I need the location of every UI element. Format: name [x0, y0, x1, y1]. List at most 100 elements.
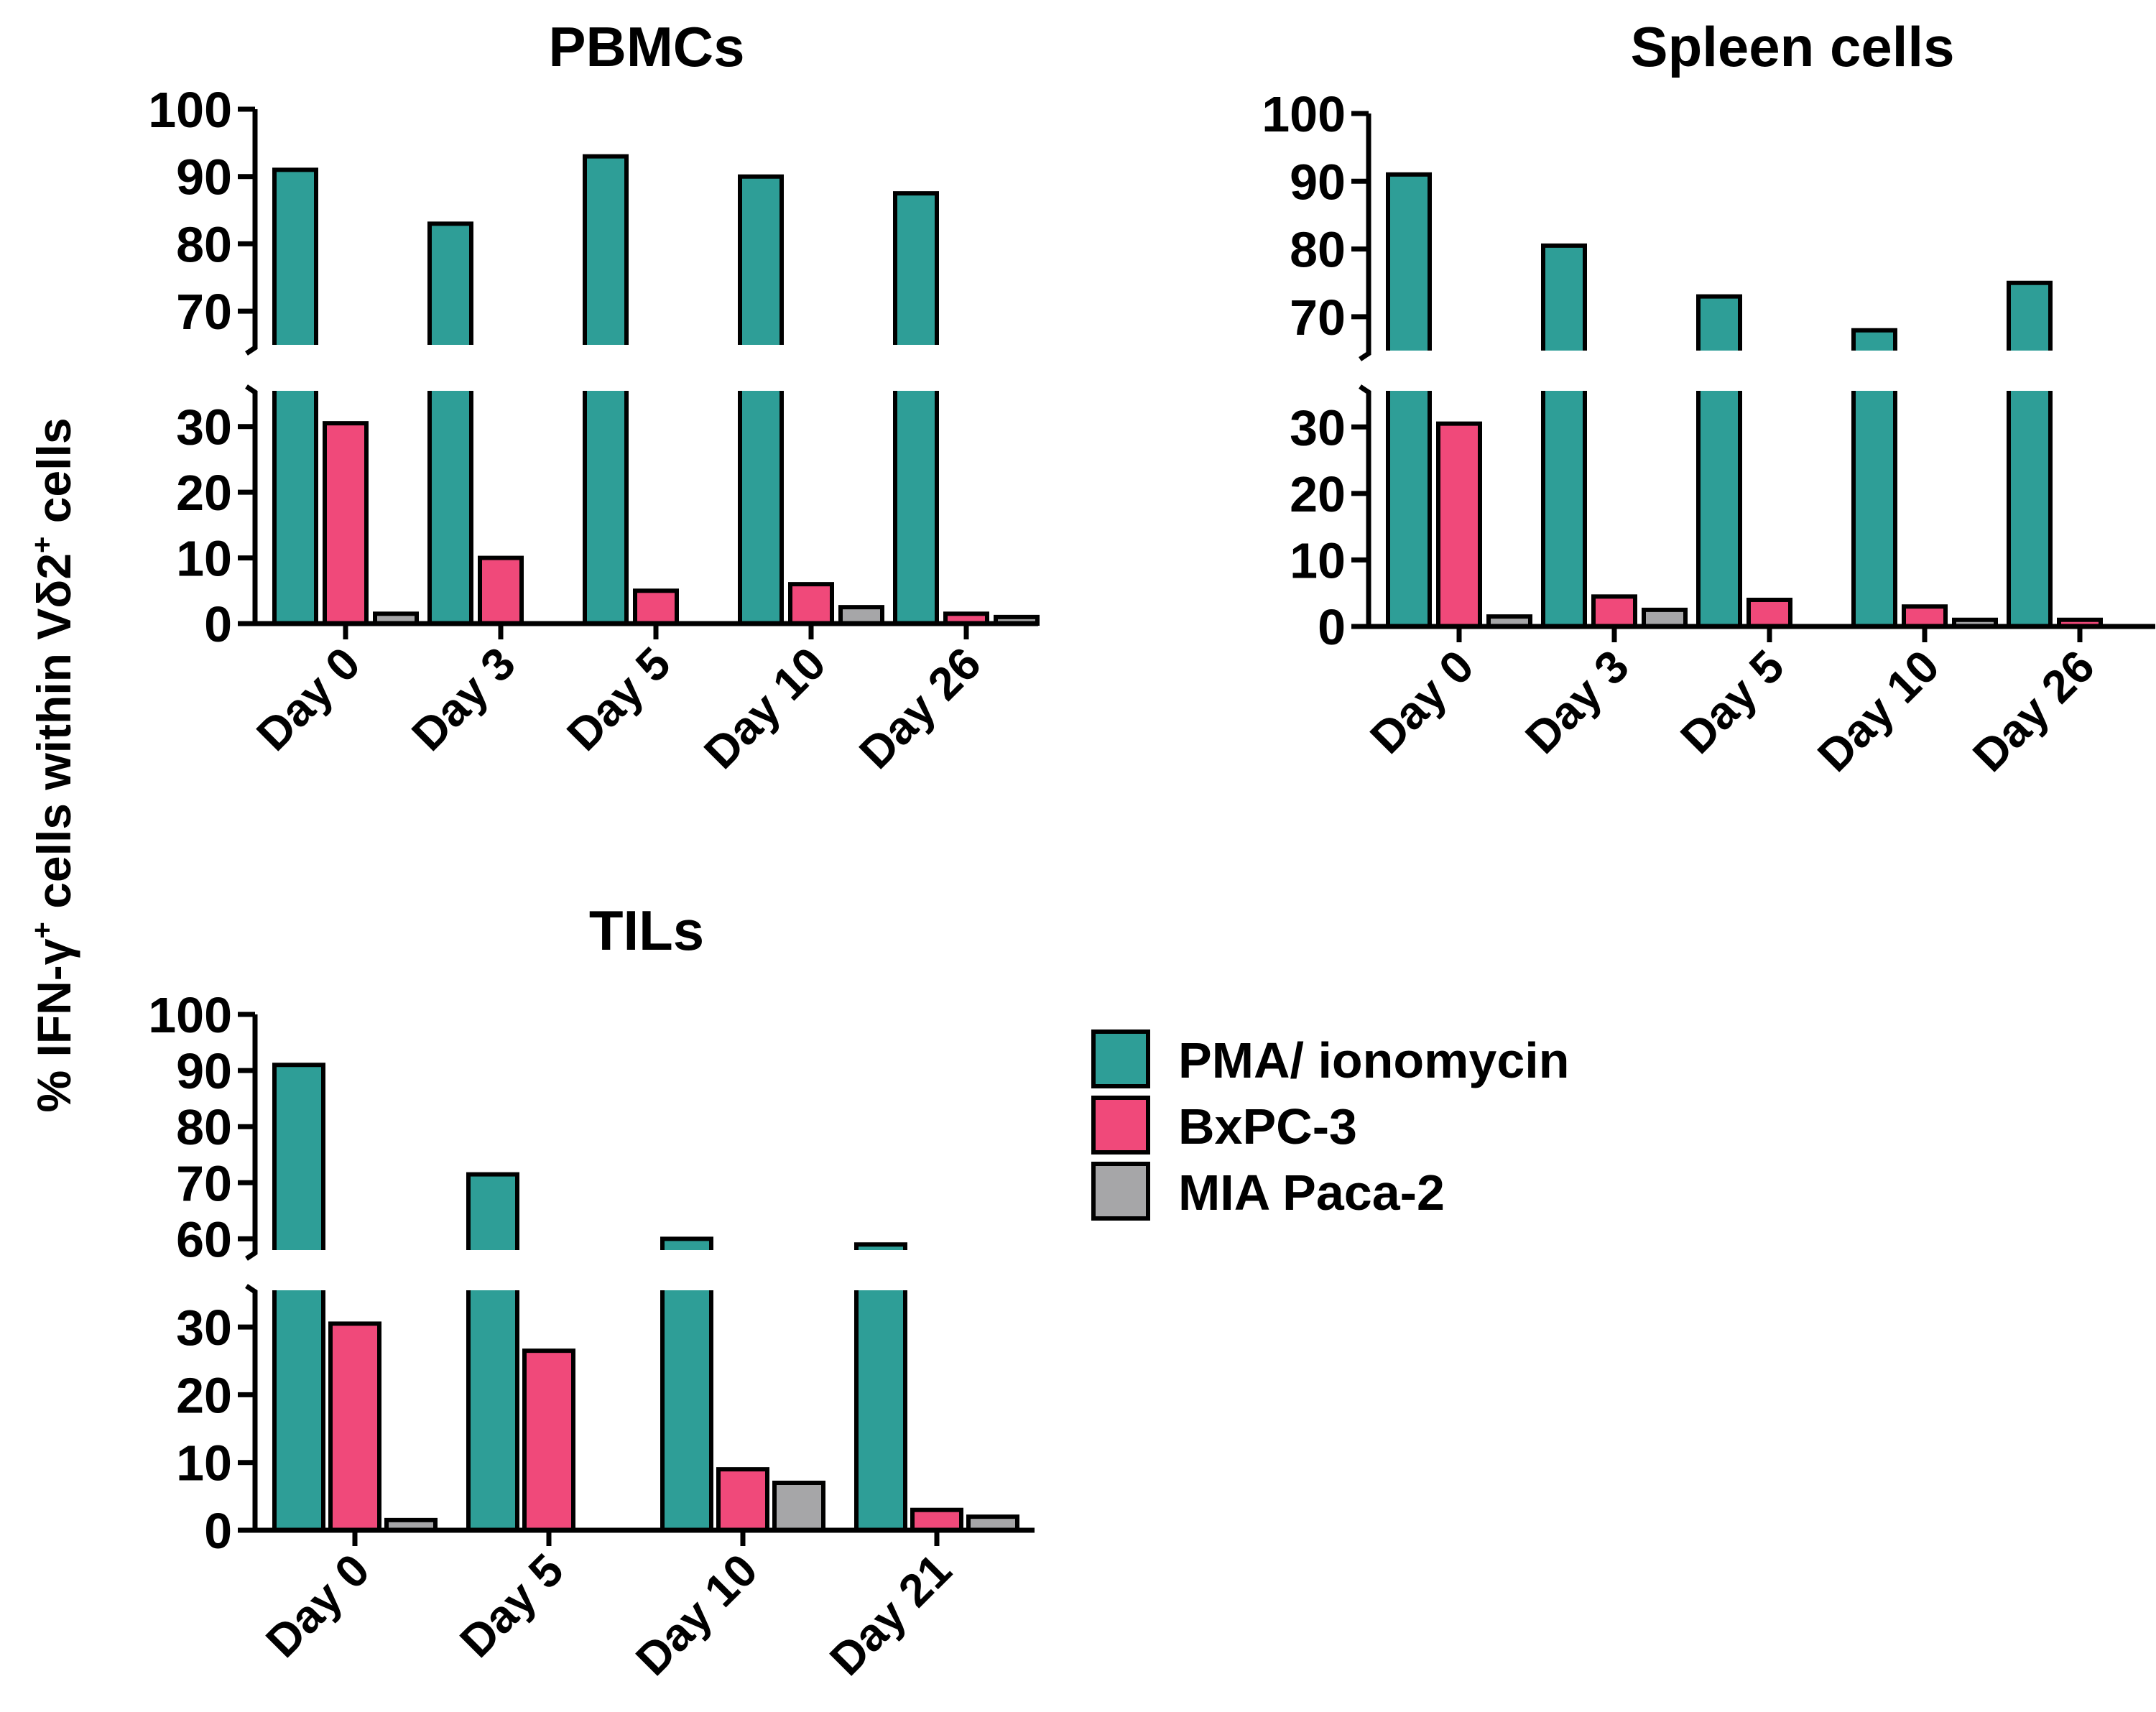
bar-pma-ionomycin-day-5-lower: [468, 1290, 517, 1530]
y-tick-label: 0: [1318, 599, 1346, 655]
bar-pma-ionomycin-day-0-upper: [274, 170, 316, 345]
y-tick-label: 20: [176, 1367, 232, 1423]
bar-pma-ionomycin-day-0-upper: [274, 1065, 323, 1250]
bar-pma-ionomycin-day-10-lower: [740, 391, 782, 624]
y-tick-label: 90: [176, 149, 232, 205]
x-tick-label-day-10: Day 10: [626, 1544, 767, 1685]
bar-pma-ionomycin-day-10-lower: [662, 1290, 711, 1530]
bar-bxpc-3-day-10: [716, 1467, 769, 1532]
y-axis-label-part-3: cells: [27, 417, 80, 536]
bar-bxpc-3-day-3: [1591, 594, 1637, 629]
y-tick-label: 0: [204, 596, 232, 652]
y-tick-label: 80: [1290, 222, 1346, 278]
bar-bxpc-3-day-0: [328, 1321, 381, 1533]
y-tick-label: 100: [1262, 86, 1346, 142]
bar-pma-ionomycin-day-3-upper-edge: [1541, 243, 1587, 351]
y-axis-label-part-1: % IFN-γ: [27, 938, 80, 1112]
bar-pma-ionomycin-day-21-lower: [856, 1290, 905, 1530]
bar-pma-ionomycin-day-10-lower-edge: [660, 1290, 713, 1530]
x-tick-label-day-10: Day 10: [694, 637, 836, 779]
bar-pma-ionomycin-day-5-upper-edge: [583, 154, 629, 345]
y-tick-label: 0: [204, 1503, 232, 1559]
bar-pma-ionomycin-day-5-lower-edge: [1696, 391, 1742, 626]
bar-pma-ionomycin-day-10-upper-edge: [660, 1236, 713, 1250]
bar-pma-ionomycin-day-5-upper: [468, 1174, 517, 1250]
x-tick-label-day-3: Day 3: [1515, 640, 1639, 764]
legend: PMA/ ionomycin BxPC-3 MIA Paca-2: [1091, 1029, 1569, 1221]
y-tick-label: 90: [1290, 154, 1346, 210]
y-tick-label: 100: [148, 82, 232, 138]
bar-bxpc-3-day-5: [633, 588, 679, 626]
x-tick-label-day-26: Day 26: [1963, 640, 2104, 782]
bar-pma-ionomycin-day-3-lower: [430, 391, 471, 624]
chart-title: Spleen cells: [1631, 15, 1955, 78]
bar-bxpc-3-day-10: [788, 582, 834, 626]
bar-pma-ionomycin-day-5-upper: [585, 156, 626, 345]
bar-pma-ionomycin-day-3-upper: [430, 223, 471, 345]
y-tick-label: 80: [176, 1099, 232, 1155]
bar-pma-ionomycin-day-0-lower: [1388, 391, 1430, 626]
bar-bxpc-3-day-0: [1436, 421, 1482, 629]
bar-pma-ionomycin-day-0-lower: [274, 1290, 323, 1530]
bar-mia-paca-2-day-10: [772, 1481, 825, 1532]
bar-pma-ionomycin-day-0-upper-edge: [272, 1063, 325, 1250]
bar-pma-ionomycin-day-0-upper-edge: [1386, 172, 1432, 351]
y-axis-upper: [245, 1014, 258, 1261]
bar-pma-ionomycin-day-10-upper: [740, 176, 782, 345]
bar-pma-ionomycin-day-10-upper-edge: [738, 174, 784, 345]
y-tick-label: 80: [176, 216, 232, 272]
y-tick-label: 90: [176, 1043, 232, 1099]
bar-pma-ionomycin-day-21-upper-edge: [854, 1242, 907, 1250]
x-tick-label-day-21: Day 21: [820, 1544, 961, 1685]
y-tick-label: 30: [176, 1300, 232, 1356]
y-tick-label: 60: [176, 1211, 232, 1267]
y-tick-label: 30: [176, 399, 232, 455]
bar-pma-ionomycin-day-10-lower-edge: [738, 391, 784, 624]
bar-pma-ionomycin-day-21-upper: [856, 1244, 905, 1250]
y-axis-label-sup-2: +: [27, 537, 58, 553]
bar-bxpc-3-day-5: [1746, 597, 1792, 629]
bar-pma-ionomycin-day-10-lower: [1854, 391, 1895, 626]
bar-pma-ionomycin-day-3-upper-edge: [427, 221, 473, 345]
legend-label-pma-ionomycin: PMA/ ionomycin: [1178, 1032, 1569, 1088]
bar-pma-ionomycin-day-26-upper: [895, 193, 937, 345]
bar-pma-ionomycin-day-10-upper: [1854, 330, 1895, 351]
y-axis-label-sup-1: +: [27, 922, 58, 938]
bar-pma-ionomycin-day-5-upper-edge: [1696, 294, 1742, 351]
x-tick-label-day-5: Day 5: [450, 1544, 573, 1667]
y-tick-label: 70: [176, 284, 232, 340]
bar-pma-ionomycin-day-26-lower-edge: [893, 391, 939, 624]
bar-pma-ionomycin-day-0-lower-edge: [272, 1290, 325, 1530]
bar-pma-ionomycin-day-0-lower-edge: [1386, 391, 1432, 626]
bar-bxpc-3-day-5: [522, 1348, 575, 1532]
bar-pma-ionomycin-day-3-lower: [1543, 391, 1585, 626]
y-axis-lower: [245, 384, 258, 624]
bar-pma-ionomycin-day-5-lower: [1698, 391, 1740, 626]
legend-label-mia-paca2: MIA Paca-2: [1178, 1165, 1445, 1221]
legend-swatch-bxpc3: [1091, 1096, 1150, 1155]
bar-pma-ionomycin-day-10-upper: [662, 1239, 711, 1250]
bar-pma-ionomycin-day-0-upper: [1388, 174, 1430, 351]
legend-swatch-mia-paca2: [1091, 1162, 1150, 1221]
bar-pma-ionomycin-day-5-lower-edge: [466, 1290, 519, 1530]
bar-pma-ionomycin-day-10-lower-edge: [1851, 391, 1897, 626]
y-tick-label: 100: [148, 987, 232, 1043]
y-tick-label: 10: [176, 1435, 232, 1491]
bar-pma-ionomycin-day-3-upper: [1543, 245, 1585, 351]
bar-pma-ionomycin-day-5-lower-edge: [583, 391, 629, 624]
bar-pma-ionomycin-day-26-lower: [895, 391, 937, 624]
bar-pma-ionomycin-day-0-upper-edge: [272, 167, 318, 345]
x-tick-label-day-5: Day 5: [1670, 640, 1794, 764]
chart-title: PBMCs: [548, 15, 744, 78]
y-axis-lower: [1359, 384, 1371, 626]
x-tick-label-day-0: Day 0: [256, 1544, 379, 1667]
y-axis-upper: [1359, 114, 1371, 361]
bar-bxpc-3-day-21: [910, 1507, 963, 1533]
bar-pma-ionomycin-day-10-upper-edge: [1851, 328, 1897, 351]
bar-pma-ionomycin-day-26-upper-edge: [893, 191, 939, 345]
bar-pma-ionomycin-day-5-upper: [1698, 296, 1740, 351]
x-tick-label-day-10: Day 10: [1808, 640, 1949, 782]
